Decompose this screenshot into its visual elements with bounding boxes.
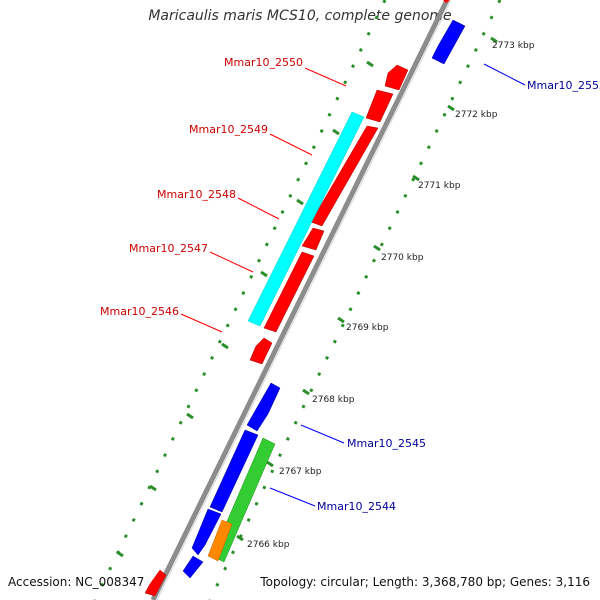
gene-mmar10-2545 [246,382,281,432]
gene-mmar10-2552 [431,19,466,65]
kbp-labels: 2773 kbp 2772 kbp 2771 kbp 2770 kbp 2769… [247,41,535,550]
label-mmar10-2548: Mmar10_2548 [157,188,236,201]
gene-mmar10-2544-blue [209,429,259,513]
gene-labels-right[interactable]: Mmar10_2552 Mmar10_2545 Mmar10_2544 [317,79,600,513]
gene-blue-lower-a [191,508,222,556]
kbp-label-2771: 2771 kbp [418,181,461,191]
kbp-label-2770: 2770 kbp [381,253,424,263]
label-mmar10-2547: Mmar10_2547 [129,242,208,255]
leader-lines-blue [269,63,526,507]
label-mmar10-2552: Mmar10_2552 [527,79,600,92]
orange-feature[interactable] [207,519,233,562]
label-mmar10-2544: Mmar10_2544 [317,500,396,513]
label-mmar10-2550: Mmar10_2550 [224,56,303,69]
gene-blue-lower-b [182,555,204,579]
major-ticks [236,36,498,542]
gene-mmar10-2548-fwd [310,125,379,227]
kbp-label-2767: 2767 kbp [279,467,322,477]
gene-mmar10-2549-fwd [365,89,394,123]
gene-bottom-red [144,569,167,597]
major-ticks-outer [116,60,374,558]
topology-text: Topology: circular; Length: 3,368,780 bp… [260,575,590,589]
reverse-genes[interactable] [182,19,466,579]
cyan-feature[interactable] [247,111,365,327]
kbp-label-2769: 2769 kbp [346,323,389,333]
gene-mmar10-2547-fwd [301,227,325,251]
accession-text: Accession: NC_008347 [8,575,145,589]
gene-mmar10-2546-fwd [263,251,315,333]
genome-backbone [150,0,450,600]
label-mmar10-2546: Mmar10_2546 [100,305,179,318]
gene-mmar10-2546-small [249,337,273,365]
gene-labels-left[interactable]: Mmar10_2550 Mmar10_2549 Mmar10_2548 Mmar… [100,56,303,318]
kbp-label-2768: 2768 kbp [312,395,355,405]
kbp-label-2772: 2772 kbp [455,110,498,120]
genome-title: Maricaulis maris MCS10, complete genome [148,8,452,24]
kbp-label-2773: 2773 kbp [492,41,535,51]
forward-genes[interactable] [144,64,409,597]
label-mmar10-2545: Mmar10_2545 [347,437,426,450]
gene-top-red-fragment[interactable] [443,0,450,3]
genome-backbone-shadow [156,0,452,600]
gene-mmar10-2550 [384,64,409,91]
leader-lines-red [180,67,347,333]
kbp-label-2766: 2766 kbp [247,540,290,550]
label-mmar10-2549: Mmar10_2549 [189,123,268,136]
